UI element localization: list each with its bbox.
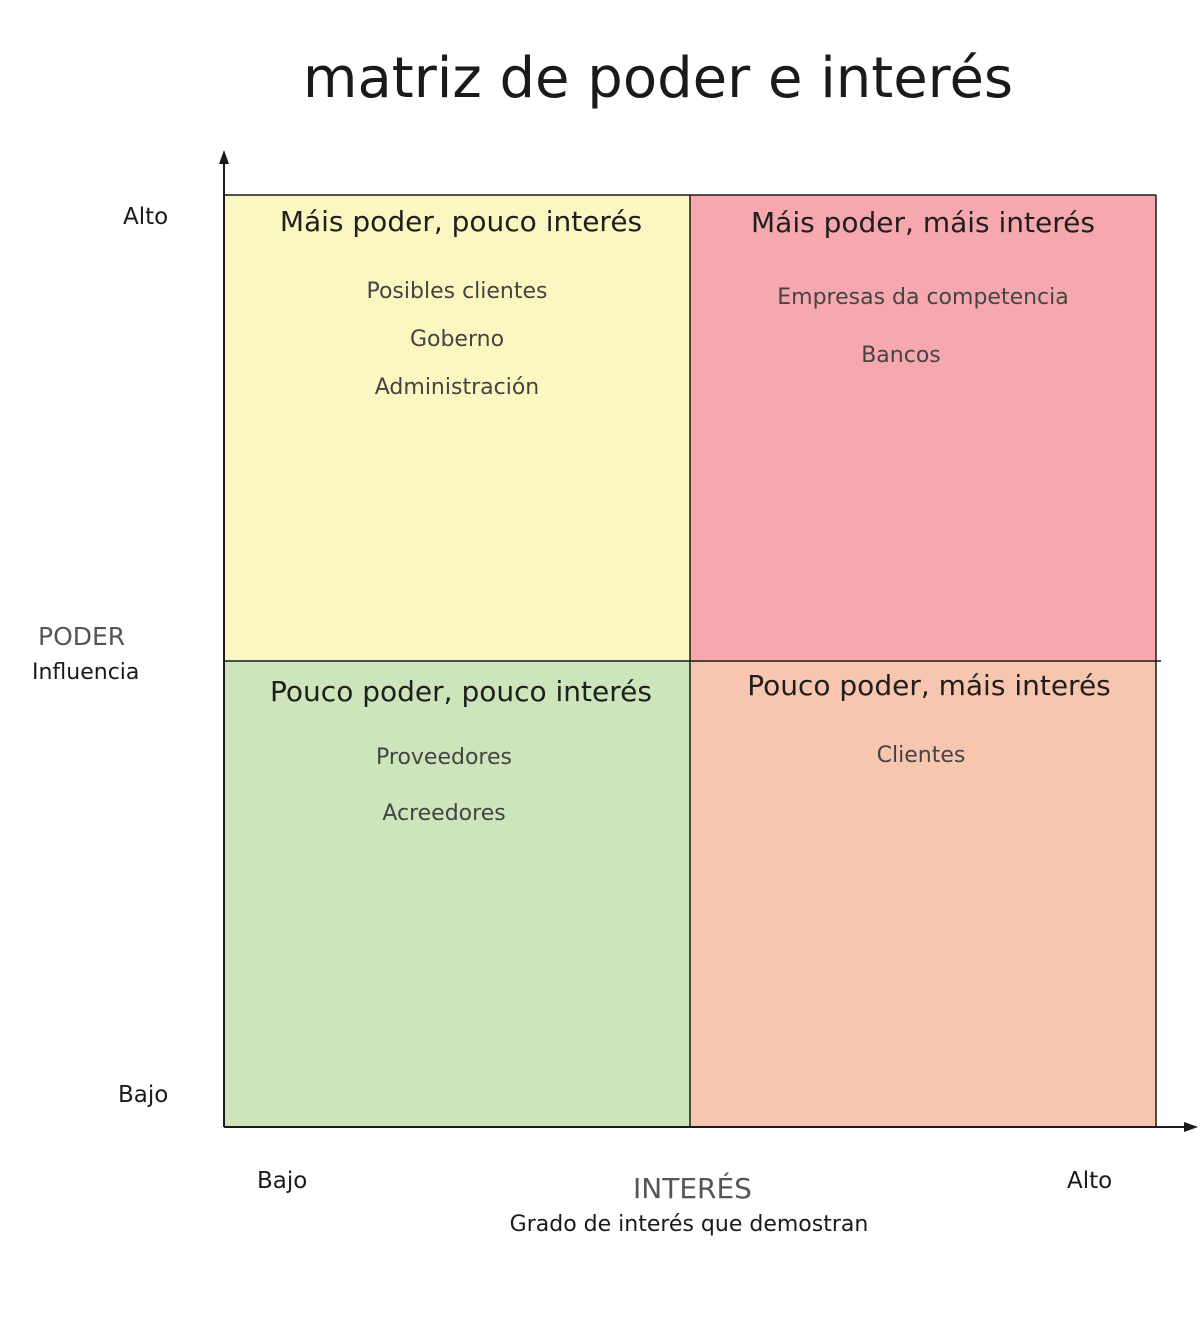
quadrant-low-power-low-interest: Pouco poder, pouco interés Proveedores A… — [224, 661, 690, 1127]
stakeholder-item: Posibles clientes — [366, 279, 548, 304]
y-axis-arrow-icon — [219, 150, 229, 164]
stakeholder-item: Proveedores — [376, 745, 512, 770]
stakeholder-item: Administración — [374, 375, 540, 400]
stakeholder-item: Acreedores — [382, 801, 506, 826]
stakeholder-item: Clientes — [876, 743, 966, 768]
stakeholder-item: Goberno — [409, 327, 505, 352]
x-axis-low-label: Bajo — [257, 1168, 308, 1194]
y-axis-high-label: Alto — [123, 204, 169, 230]
x-axis-high-label: Alto — [1067, 1168, 1113, 1194]
x-axis-subtitle: Grado de interés que demostran — [509, 1212, 869, 1237]
quadrant-heading: Pouco poder, pouco interés — [270, 675, 652, 708]
stakeholder-item: Bancos — [861, 343, 941, 368]
x-axis-arrow-icon — [1184, 1122, 1198, 1132]
quadrant-high-power-high-interest: Máis poder, máis interés Empresas da com… — [690, 195, 1156, 661]
stakeholder-list: Proveedores Acreedores — [211, 745, 677, 857]
stakeholder-list: Posibles clientes Goberno Administración — [224, 279, 690, 423]
quadrant-heading: Máis poder, máis interés — [751, 206, 1095, 239]
quadrant-heading: Máis poder, pouco interés — [279, 205, 643, 238]
quadrant-high-power-low-interest: Máis poder, pouco interés Posibles clien… — [224, 195, 690, 661]
stakeholder-list: Clientes — [688, 743, 1154, 799]
x-axis-title: INTERÉS — [633, 1172, 752, 1205]
diagram-title: matriz de poder e interés — [302, 46, 1014, 111]
stakeholder-item: Empresas da competencia — [777, 285, 1069, 310]
y-axis-low-label: Bajo — [118, 1082, 169, 1108]
quadrant-heading: Pouco poder, máis interés — [747, 669, 1111, 702]
y-axis-title: PODER — [38, 622, 126, 651]
quadrant-low-power-high-interest: Pouco poder, máis interés Clientes — [690, 661, 1156, 1127]
stakeholder-list: Empresas da competencia Bancos — [690, 285, 1156, 401]
y-axis-subtitle: Influencia — [32, 660, 140, 685]
